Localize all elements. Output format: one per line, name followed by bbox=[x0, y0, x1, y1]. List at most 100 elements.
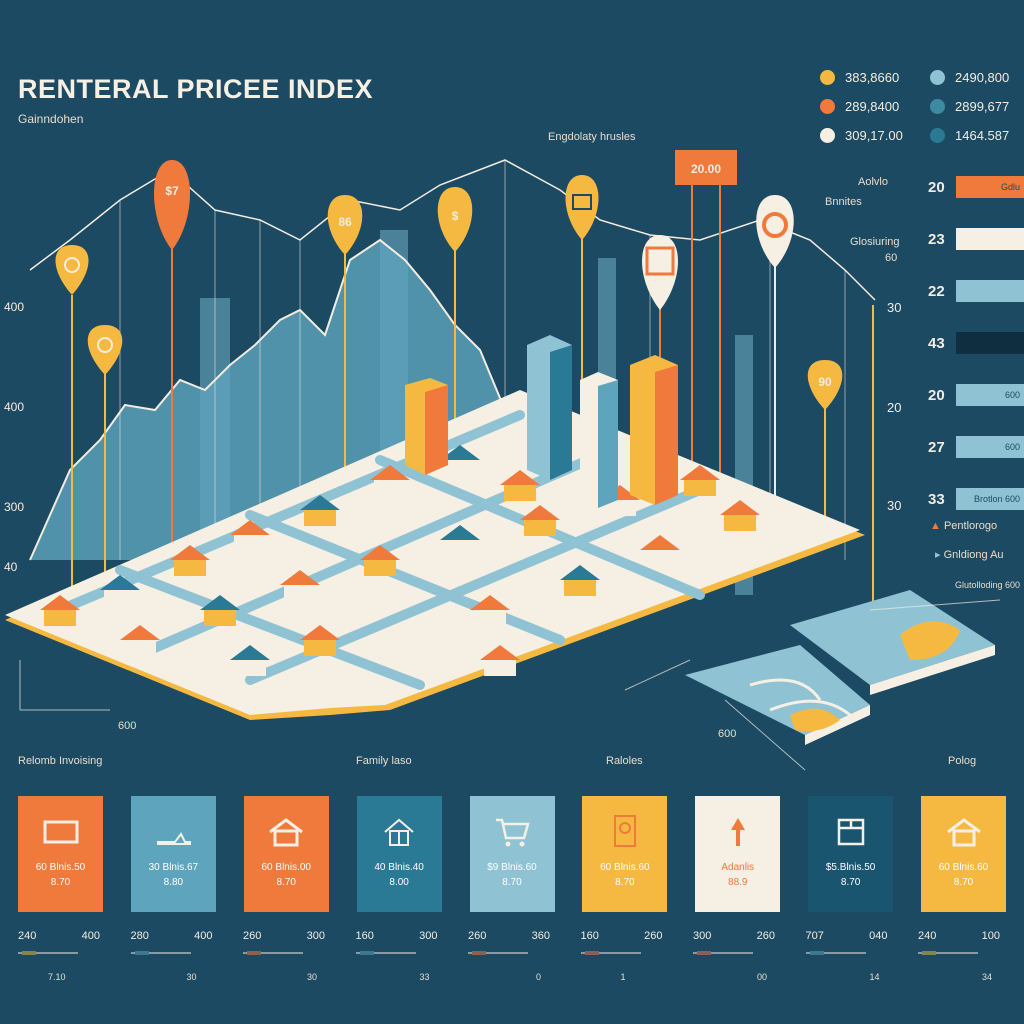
section-label: Raloles bbox=[606, 755, 643, 767]
page-subtitle: Gainndohen bbox=[18, 112, 84, 126]
scale: 240 100 34 bbox=[918, 930, 1006, 982]
scale-left: 240 bbox=[918, 930, 937, 942]
scale-line bbox=[18, 951, 78, 955]
scale-labels: 260 360 bbox=[468, 930, 550, 942]
panel-note: ▸ Gnldiong Au bbox=[935, 548, 1004, 561]
scale-line bbox=[693, 951, 753, 955]
scale-labels: 240 100 bbox=[918, 930, 1000, 942]
scale-line bbox=[130, 951, 191, 955]
scale-labels: 160 260 bbox=[581, 930, 663, 942]
panel-note-text: Gnldiong Au bbox=[943, 549, 1004, 561]
scale: 160 260 1 bbox=[580, 930, 669, 982]
scale-right: 040 bbox=[869, 930, 888, 942]
panel-note: ▲ Pentlorogo bbox=[930, 520, 997, 532]
scale-right: 360 bbox=[531, 930, 550, 942]
bar-list: 20 Gdlu 23 22 43 20 600 27 600 33 Brotlo… bbox=[928, 176, 1024, 510]
bar-value: 43 bbox=[928, 334, 945, 352]
connector-lines bbox=[19, 599, 1001, 771]
panel-label: 60 bbox=[885, 252, 898, 264]
chart-bottom-label: 600 bbox=[118, 720, 137, 732]
price-card[interactable]: 60 Blnis.50 8.70 bbox=[18, 796, 103, 912]
price-card[interactable]: 60 Blnis.60 8.70 bbox=[921, 796, 1006, 912]
scale-footnote: 30 bbox=[186, 972, 197, 982]
scale-mark bbox=[134, 951, 149, 955]
scale-line bbox=[355, 951, 416, 955]
bar-row: 20 600 bbox=[928, 384, 1024, 406]
tower-building bbox=[527, 335, 572, 480]
scale: 707 040 14 bbox=[805, 930, 894, 982]
scale-mark bbox=[584, 951, 599, 955]
price-card[interactable]: 30 Blnis.67 8.80 bbox=[130, 796, 216, 912]
price-card[interactable]: $5.Blnis.50 8.70 bbox=[808, 796, 894, 912]
bar-fill bbox=[955, 228, 1024, 250]
calendar-icon bbox=[837, 818, 864, 846]
scale-labels: 707 040 bbox=[806, 930, 888, 942]
bar-fill bbox=[955, 332, 1024, 354]
bar-row: 20 Gdlu bbox=[928, 176, 1024, 198]
scale-footnote: 33 bbox=[419, 972, 430, 982]
scale: 240 400 7.10 bbox=[18, 930, 106, 982]
price-card[interactable]: Adanlis 88.9 bbox=[695, 796, 781, 912]
scale-footnote: 7.10 bbox=[48, 972, 66, 982]
price-card[interactable]: 60 Blnis.00 8.70 bbox=[243, 796, 329, 912]
scale-footnote: 30 bbox=[307, 972, 318, 982]
scale-right: 260 bbox=[644, 930, 663, 942]
cart-icon bbox=[496, 818, 530, 847]
arrow-up-icon bbox=[730, 818, 745, 846]
pin-marker: $7 bbox=[154, 160, 190, 250]
scale-left: 707 bbox=[805, 930, 824, 942]
house-icon bbox=[384, 818, 414, 846]
panel-label: Aolvlo bbox=[858, 176, 888, 188]
card-subvalue: 8.70 bbox=[276, 877, 296, 888]
card-subvalue: 8.70 bbox=[502, 877, 522, 888]
scale: 260 300 30 bbox=[243, 930, 331, 982]
price-card[interactable]: $9 Blnis.60 8.70 bbox=[469, 796, 555, 912]
scale-row: 240 400 7.10 280 400 30 260 300 30 160 300 3… bbox=[18, 930, 1006, 982]
card-subvalue: 8.00 bbox=[389, 877, 409, 888]
axis-label-left: 400 bbox=[4, 400, 25, 414]
panel-label: Bnnites bbox=[825, 196, 862, 208]
legend-item: 289,8400 bbox=[820, 99, 930, 114]
card-subvalue: 8.70 bbox=[953, 877, 974, 888]
legend-label: 2490,800 bbox=[955, 70, 1010, 85]
pin-marker bbox=[87, 325, 123, 375]
scale-left: 160 bbox=[355, 930, 374, 942]
bar-fill: 600 bbox=[955, 384, 1024, 406]
card-value: 60 Blnis.60 bbox=[600, 862, 650, 873]
card-value: $5.Blnis.50 bbox=[825, 862, 876, 873]
scale-right: 300 bbox=[419, 930, 438, 942]
bar-value: 20 bbox=[928, 178, 945, 196]
pin-label: 86 bbox=[338, 215, 352, 229]
price-card[interactable]: 60 Blnis.60 8.70 bbox=[582, 796, 668, 912]
bar-row: 33 Brotlon 600 bbox=[928, 488, 1024, 510]
bar-row: 23 bbox=[928, 228, 1024, 250]
price-card[interactable]: 40 Blnis.40 8.00 bbox=[356, 796, 442, 912]
card-value: Adanlis bbox=[721, 862, 755, 873]
axis-label-left: 40 bbox=[4, 560, 18, 574]
scale-left: 260 bbox=[468, 930, 487, 942]
scale: 280 400 30 bbox=[130, 930, 219, 982]
axis-label-right: 30 bbox=[887, 498, 902, 513]
scale-line bbox=[918, 951, 978, 955]
area-chart-outline bbox=[29, 238, 506, 561]
pin-label: 90 bbox=[818, 375, 832, 389]
bar-row: 22 bbox=[928, 280, 1024, 302]
bar-row: 43 bbox=[928, 332, 1024, 354]
scale-line bbox=[468, 951, 528, 955]
pin-marker: 86 bbox=[327, 195, 363, 255]
legend-dot bbox=[930, 70, 945, 85]
bar-value: 20 bbox=[928, 386, 945, 404]
city-map bbox=[5, 335, 865, 720]
bar-fill: 600 bbox=[955, 436, 1024, 458]
legend: 383,8660 2490,800 289,8400 2899,677 309,… bbox=[820, 70, 1024, 143]
bar-row: 27 600 bbox=[928, 436, 1024, 458]
scale: 160 300 33 bbox=[355, 930, 444, 982]
tower-building bbox=[580, 372, 618, 508]
scale-right: 100 bbox=[981, 930, 1000, 942]
axis-label-right: 30 bbox=[887, 300, 902, 315]
card-subvalue: 8.80 bbox=[163, 877, 184, 888]
scale-right: 300 bbox=[306, 930, 325, 942]
scale-left: 260 bbox=[243, 930, 262, 942]
scale-mark bbox=[359, 951, 374, 955]
scale-line bbox=[243, 951, 303, 955]
